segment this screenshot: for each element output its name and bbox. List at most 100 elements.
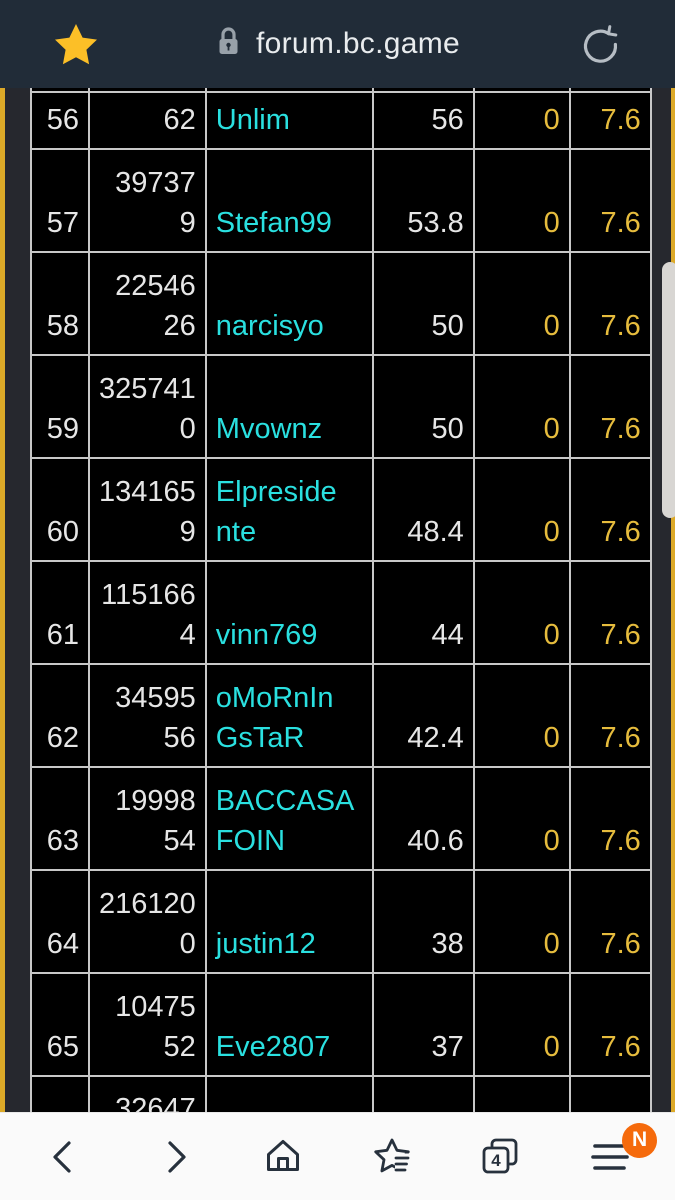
- username-link[interactable]: Eve2807: [204, 972, 374, 1077]
- rank-cell: 59: [30, 354, 90, 459]
- value-cell: 40.6: [371, 766, 475, 871]
- table-row: 32647: [30, 1075, 652, 1112]
- menu-button[interactable]: N: [556, 1121, 665, 1193]
- tab-count-label: 4: [492, 1151, 502, 1170]
- username-link[interactable]: Mvownz: [204, 354, 374, 459]
- bookmarks-star-list-icon: [371, 1136, 413, 1178]
- score-cell: 7.6: [568, 251, 652, 356]
- value-cell: 53.8: [371, 148, 475, 253]
- forward-chevron-icon: [154, 1137, 194, 1177]
- username-link[interactable]: oMoRnIn GsTaR: [204, 663, 374, 768]
- bookmarks-button[interactable]: [338, 1121, 447, 1193]
- table-row: 61 115166 4 vinn769 44 0 7.6: [30, 560, 652, 665]
- rank-cell: 60: [30, 457, 90, 562]
- lock-icon: [215, 25, 241, 64]
- zero-cell: [472, 88, 571, 93]
- zero-cell: 0: [472, 148, 571, 253]
- table-row: 57 39737 9 Stefan99 53.8 0 7.6: [30, 148, 652, 253]
- value-cell: 37: [371, 972, 475, 1077]
- content-right-gold-border: [671, 88, 675, 1112]
- tabs-icon: 4: [480, 1136, 522, 1178]
- username-link[interactable]: [204, 1075, 374, 1112]
- username-link[interactable]: BACCASA FOIN: [204, 766, 374, 871]
- table-row: 64 216120 0 justin12 38 0 7.6: [30, 869, 652, 974]
- home-button[interactable]: [228, 1121, 337, 1193]
- value-cell: 56: [371, 91, 475, 150]
- table-row: 63 19998 54 BACCASA FOIN 40.6 0 7.6: [30, 766, 652, 871]
- url-text: forum.bc.game: [256, 27, 460, 60]
- username-link[interactable]: narcisyo: [204, 251, 374, 356]
- rank-cell: 62: [30, 663, 90, 768]
- score-cell: 7.6: [568, 766, 652, 871]
- address-display[interactable]: forum.bc.game: [215, 0, 460, 88]
- user-id-cell: 62: [88, 91, 207, 150]
- rank-cell: 65: [30, 972, 90, 1077]
- bottom-nav-bar: 4 N: [0, 1112, 675, 1200]
- score-cell: 7.6: [568, 972, 652, 1077]
- rank-cell: 57: [30, 148, 90, 253]
- leaderboard-table: 56 62 Unlim 56 0 7.6 57 39737 9 Stefan99 53.8 0 7.6…: [30, 88, 652, 1112]
- username-link[interactable]: Stefan99: [204, 148, 374, 253]
- score-cell: 7.6: [568, 354, 652, 459]
- score-cell: [568, 88, 652, 93]
- zero-cell: 0: [472, 354, 571, 459]
- page-content: 56 62 Unlim 56 0 7.6 57 39737 9 Stefan99 53.8 0 7.6…: [0, 88, 675, 1112]
- back-chevron-icon: [45, 1137, 85, 1177]
- zero-cell: 0: [472, 663, 571, 768]
- username-link[interactable]: [204, 88, 374, 93]
- user-id-cell: 325741 0: [88, 354, 207, 459]
- zero-cell: 0: [472, 869, 571, 974]
- reload-icon: [579, 24, 623, 71]
- zero-cell: 0: [472, 766, 571, 871]
- user-id-cell: 19998 54: [88, 766, 207, 871]
- content-left-gold-border: [0, 88, 5, 1112]
- scrollbar-thumb[interactable]: [662, 262, 675, 518]
- forward-button[interactable]: [119, 1121, 228, 1193]
- table-row: 56 62 Unlim 56 0 7.6: [30, 91, 652, 150]
- user-id-cell: 134165 9: [88, 457, 207, 562]
- score-cell: 7.6: [568, 148, 652, 253]
- user-id-cell: [88, 88, 207, 93]
- value-cell: 50: [371, 251, 475, 356]
- zero-cell: 0: [472, 457, 571, 562]
- value-cell: [371, 88, 475, 93]
- user-id-cell: 34595 56: [88, 663, 207, 768]
- user-id-cell: 22546 26: [88, 251, 207, 356]
- value-cell: [371, 1075, 475, 1112]
- user-id-cell: 216120 0: [88, 869, 207, 974]
- table-row: 62 34595 56 oMoRnIn GsTaR 42.4 0 7.6: [30, 663, 652, 768]
- value-cell: 38: [371, 869, 475, 974]
- zero-cell: 0: [472, 972, 571, 1077]
- score-cell: 7.6: [568, 457, 652, 562]
- back-button[interactable]: [10, 1121, 119, 1193]
- url-bar: forum.bc.game: [0, 0, 675, 88]
- rank-cell: 64: [30, 869, 90, 974]
- value-cell: 44: [371, 560, 475, 665]
- username-link[interactable]: justin12: [204, 869, 374, 974]
- hamburger-menu-icon: [588, 1135, 632, 1179]
- table-row: 65 10475 52 Eve2807 37 0 7.6: [30, 972, 652, 1077]
- bookmark-star-button[interactable]: [48, 18, 104, 74]
- value-cell: 48.4: [371, 457, 475, 562]
- value-cell: 42.4: [371, 663, 475, 768]
- rank-cell: 56: [30, 91, 90, 150]
- tabs-button[interactable]: 4: [447, 1121, 556, 1193]
- leaderboard-body: 56 62 Unlim 56 0 7.6 57 39737 9 Stefan99 53.8 0 7.6…: [30, 88, 652, 1112]
- rank-cell: [30, 88, 90, 93]
- reload-button[interactable]: [574, 20, 628, 74]
- username-link[interactable]: Unlim: [204, 91, 374, 150]
- home-icon: [263, 1137, 303, 1177]
- user-id-cell: 115166 4: [88, 560, 207, 665]
- table-row: 58 22546 26 narcisyo 50 0 7.6: [30, 251, 652, 356]
- table-row: [30, 88, 652, 93]
- zero-cell: 0: [472, 91, 571, 150]
- user-id-cell: 39737 9: [88, 148, 207, 253]
- username-link[interactable]: Elpreside nte: [204, 457, 374, 562]
- rank-cell: [30, 1075, 90, 1112]
- zero-cell: [472, 1075, 571, 1112]
- score-cell: 7.6: [568, 663, 652, 768]
- score-cell: 7.6: [568, 91, 652, 150]
- rank-cell: 58: [30, 251, 90, 356]
- username-link[interactable]: vinn769: [204, 560, 374, 665]
- score-cell: [568, 1075, 652, 1112]
